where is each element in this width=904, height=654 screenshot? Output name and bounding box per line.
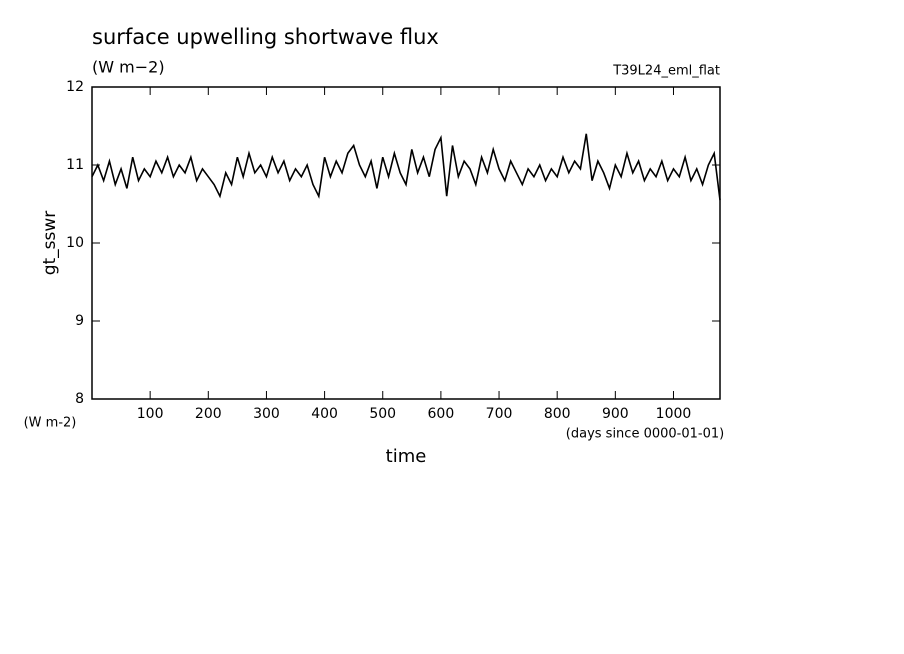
chart-title: surface upwelling shortwave flux: [92, 25, 439, 49]
x-tick-label: 600: [428, 406, 455, 422]
y-axis-label: gt_sswr: [40, 211, 60, 276]
x-tick-label: 400: [311, 406, 338, 422]
x-axis-label: time: [386, 446, 427, 467]
x-tick-label: 300: [253, 406, 280, 422]
x-tick-label: 1000: [656, 406, 692, 422]
x-tick-label: 200: [195, 406, 222, 422]
x-unit: (days since 0000-01-01): [566, 427, 724, 442]
y-tick-label: 12: [66, 79, 84, 95]
y-unit: (W m-2): [24, 416, 77, 431]
annotation: T39L24_eml_flat: [612, 64, 720, 79]
y-tick-label: 8: [75, 391, 84, 407]
x-tick-label: 700: [486, 406, 513, 422]
subtitle: (W m−2): [92, 58, 165, 77]
y-tick-label: 10: [66, 235, 84, 251]
x-tick-label: 500: [369, 406, 396, 422]
data-line: [91, 133, 721, 201]
y-tick-label: 11: [66, 157, 84, 173]
x-tick-label: 100: [137, 406, 164, 422]
x-tick-label: 800: [544, 406, 571, 422]
y-tick-label: 9: [75, 313, 84, 329]
x-tick-label: 900: [602, 406, 629, 422]
